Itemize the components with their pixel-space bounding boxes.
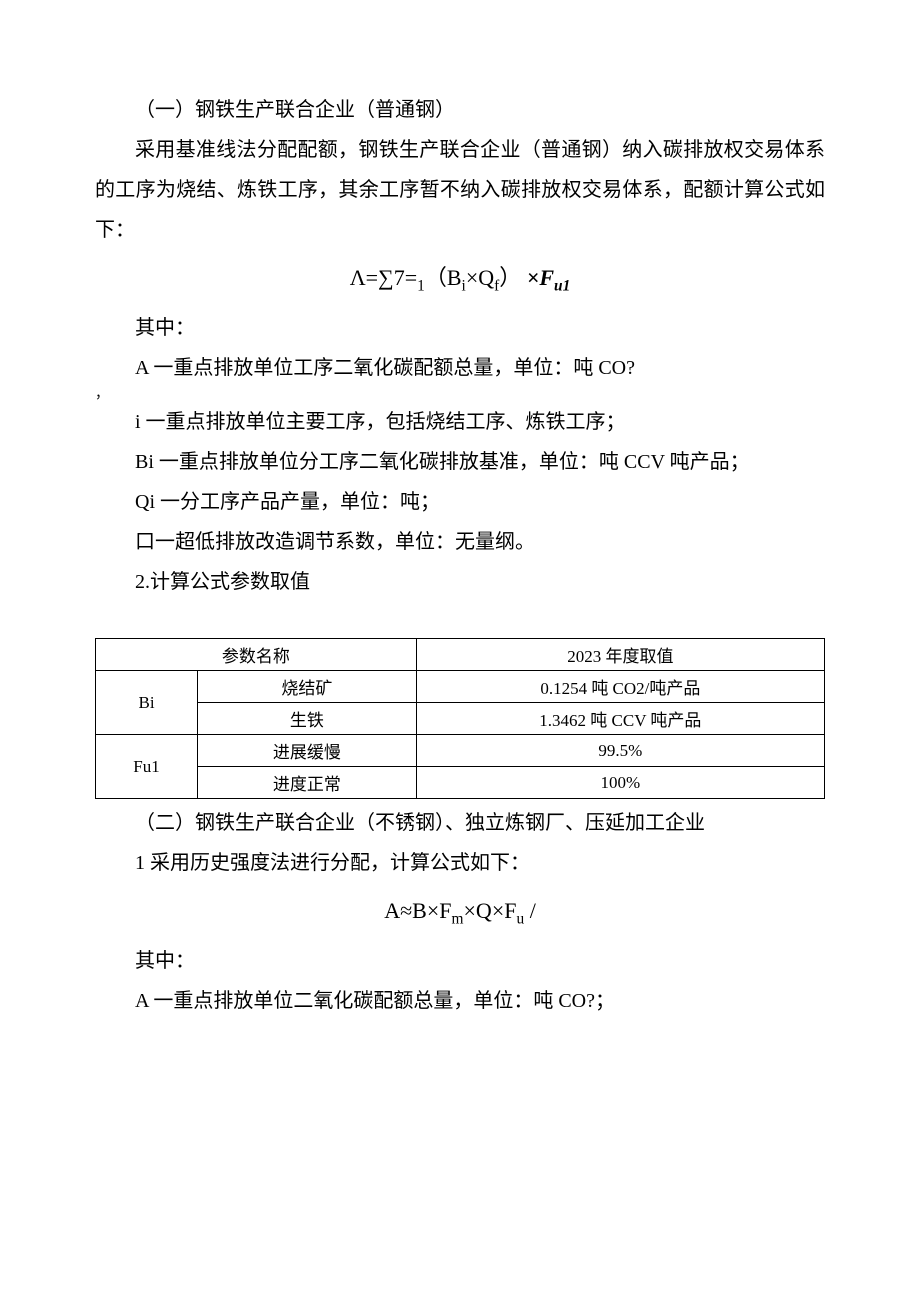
cell-fu-r1-val: 99.5% [416, 735, 824, 767]
formula1-sub1: 1 [417, 277, 425, 294]
cell-fu-label: Fu1 [96, 735, 198, 799]
formula1-F: F [539, 265, 554, 290]
cell-bi-r1-val: 0.1254 吨 CO2/吨产品 [416, 671, 824, 703]
cell-fu-r1-name: 进展缓慢 [198, 735, 417, 767]
formula2-F1-sub: m [452, 911, 464, 928]
formula1-paren-close: ） [499, 265, 521, 290]
cell-bi-r2-name: 生铁 [198, 703, 417, 735]
cell-fu-r2-val: 100% [416, 767, 824, 799]
section1-intro: 采用基准线法分配配额，钢铁生产联合企业（普通钢）纳入碳排放权交易体系的工序为烧结… [95, 130, 825, 250]
table-row: 生铁 1.3462 吨 CCV 吨产品 [96, 703, 825, 735]
section1-formula: Λ=∑7=1（Bi×Qf） ×Fu1 [95, 256, 825, 302]
section1-def-i: i 一重点排放单位主要工序，包括烧结工序、炼铁工序； [95, 402, 825, 442]
formula1-B: B [447, 265, 462, 290]
section1-defA: A 一重点排放单位工序二氧化碳配额总量，单位：吨 CO? [95, 348, 825, 388]
params-table: 参数名称 2023 年度取值 Bi 烧结矿 0.1254 吨 CO2/吨产品 生… [95, 638, 825, 799]
formula1-Q: Q [478, 265, 494, 290]
cell-bi-r1-name: 烧结矿 [198, 671, 417, 703]
stray-comma: ， [95, 388, 825, 402]
cell-bi-r2-val: 1.3462 吨 CCV 吨产品 [416, 703, 824, 735]
section1-def-Bi: Bi 一重点排放单位分工序二氧化碳排放基准，单位：吨 CCV 吨产品； [95, 442, 825, 482]
section1-def-Qi: Qi 一分工序产品产量，单位：吨； [95, 482, 825, 522]
formula1-times1: × [466, 265, 478, 290]
formula2-Q: Q [476, 898, 492, 923]
section2-formula: A≈B×Fm×Q×Fu / [95, 889, 825, 935]
formula2-slash: / [524, 898, 536, 923]
formula2-A: A [384, 898, 400, 923]
table-row: 进度正常 100% [96, 767, 825, 799]
section1-heading: （一）钢铁生产联合企业（普通钢） [95, 90, 825, 130]
formula2-approx: ≈ [400, 898, 412, 923]
formula2-B: B [412, 898, 427, 923]
formula1-paren-open: （ [425, 265, 447, 290]
formula1-Fu1-sub: u1 [554, 277, 570, 294]
table-row: Bi 烧结矿 0.1254 吨 CO2/吨产品 [96, 671, 825, 703]
section2-defA: A 一重点排放单位二氧化碳配额总量，单位：吨 CO?； [95, 981, 825, 1021]
cell-bi-label: Bi [96, 671, 198, 735]
formula2-F1: F [439, 898, 451, 923]
section1-def-Fu: 口一超低排放改造调节系数，单位：无量纲。 [95, 522, 825, 562]
th-param-name: 参数名称 [96, 639, 417, 671]
formula2-times2: × [464, 898, 476, 923]
section2-where: 其中： [95, 941, 825, 981]
table-row: Fu1 进展缓慢 99.5% [96, 735, 825, 767]
section1-where: 其中： [95, 308, 825, 348]
section1-param-heading: 2.计算公式参数取值 [95, 562, 825, 602]
th-param-value: 2023 年度取值 [416, 639, 824, 671]
section2-intro: 1 采用历史强度法进行分配，计算公式如下： [95, 843, 825, 883]
table-header-row: 参数名称 2023 年度取值 [96, 639, 825, 671]
formula1-prefix: Λ=∑7= [350, 265, 417, 290]
cell-fu-r2-name: 进度正常 [198, 767, 417, 799]
formula2-times3: × [492, 898, 504, 923]
formula2-F2: F [504, 898, 516, 923]
formula1-times2: × [521, 265, 539, 290]
section2-heading: （二）钢铁生产联合企业（不锈钢）、独立炼钢厂、压延加工企业 [95, 803, 825, 843]
formula2-times1: × [427, 898, 439, 923]
